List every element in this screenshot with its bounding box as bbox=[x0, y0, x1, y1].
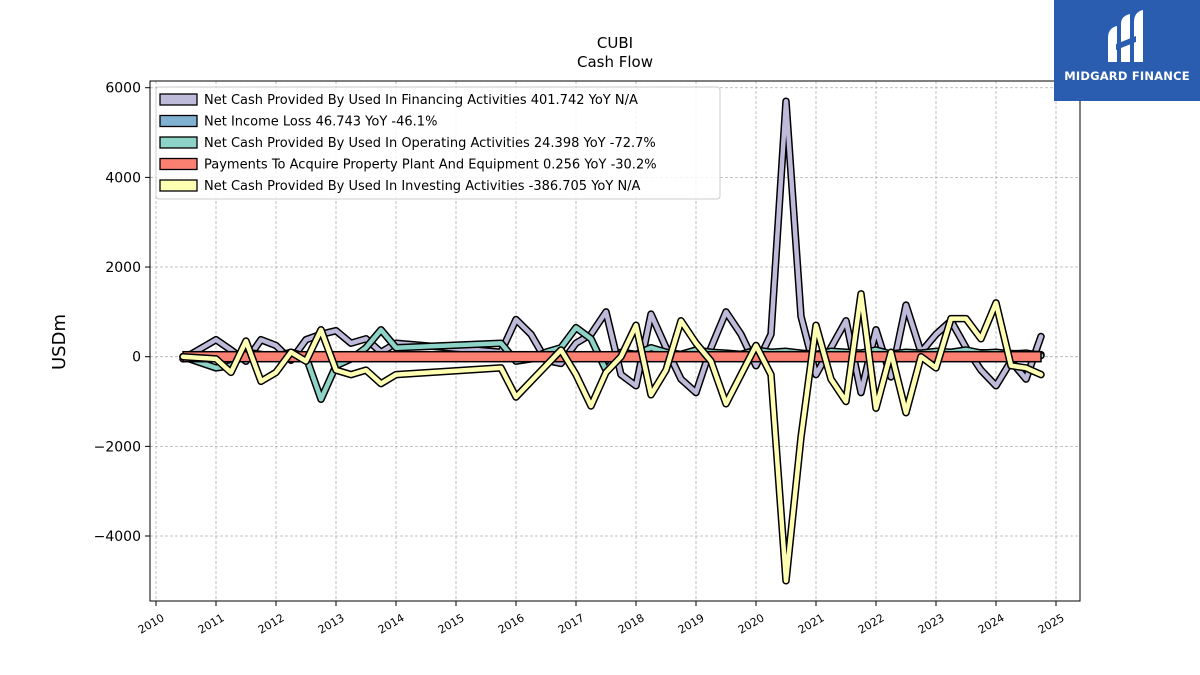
legend-swatch bbox=[159, 179, 198, 192]
x-tick-label: 2019 bbox=[676, 611, 707, 636]
x-tick-label: 2023 bbox=[916, 611, 947, 636]
x-tick-label: 2022 bbox=[856, 611, 887, 636]
series-5 bbox=[179, 290, 1045, 585]
chart-subtitle: Cash Flow bbox=[577, 53, 653, 71]
legend-swatch bbox=[159, 136, 198, 149]
x-tick-label: 2017 bbox=[556, 611, 587, 636]
legend-label: Net Cash Provided By Used In Investing A… bbox=[204, 179, 641, 194]
series-line bbox=[180, 291, 1044, 584]
plot-frame bbox=[149, 80, 1081, 602]
y-tick-label: −2000 bbox=[94, 439, 141, 455]
legend-label: Net Income Loss 46.743 YoY -46.1% bbox=[204, 115, 437, 130]
legend-label: Payments To Acquire Property Plant And E… bbox=[204, 158, 657, 173]
legend-swatch bbox=[159, 157, 198, 171]
legend-swatch bbox=[159, 93, 198, 106]
legend-swatch bbox=[159, 114, 198, 128]
x-tick-label: 2015 bbox=[436, 611, 467, 636]
midgard-logo-icon bbox=[1108, 10, 1143, 62]
y-tick-label: 4000 bbox=[105, 170, 141, 186]
y-tick-label: 0 bbox=[132, 350, 141, 366]
x-tick-label: 2010 bbox=[136, 611, 167, 636]
x-tick-label: 2011 bbox=[196, 611, 227, 636]
y-tick-label: 2000 bbox=[105, 260, 141, 276]
midgard-finance-logo: MIDGARD FINANCE bbox=[1054, 0, 1200, 101]
x-tick-label: 2016 bbox=[496, 611, 527, 636]
x-tick-label: 2018 bbox=[616, 611, 647, 636]
y-tick-label: −4000 bbox=[94, 529, 141, 545]
legend-frame bbox=[155, 86, 721, 200]
x-tick-label: 2012 bbox=[256, 611, 287, 636]
x-tick-label: 2020 bbox=[736, 611, 767, 636]
y-axis-label: USDm bbox=[49, 314, 70, 370]
x-tick-label: 2021 bbox=[796, 611, 827, 636]
x-tick-label: 2025 bbox=[1036, 611, 1067, 636]
x-tick-label: 2014 bbox=[376, 611, 407, 636]
legend-label: Net Cash Provided By Used In Operating A… bbox=[204, 136, 656, 151]
y-tick-label: 6000 bbox=[105, 81, 141, 97]
logo-text: MIDGARD FINANCE bbox=[1064, 69, 1190, 83]
legend-label: Net Cash Provided By Used In Financing A… bbox=[204, 93, 638, 108]
chart-title: CUBI bbox=[597, 34, 633, 52]
x-tick-label: 2013 bbox=[316, 611, 347, 636]
series-lines bbox=[179, 97, 1045, 585]
x-tick-label: 2024 bbox=[976, 611, 1007, 636]
legend: Net Cash Provided By Used In Financing A… bbox=[155, 86, 721, 200]
